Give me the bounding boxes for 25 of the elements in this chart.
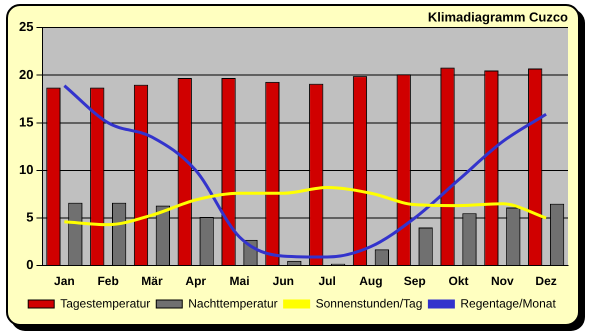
legend-label: Tagestemperatur: [60, 296, 150, 310]
x-tick-label: Mär: [141, 274, 163, 288]
x-tick-label: Jun: [272, 274, 294, 288]
legend-label: Sonnenstunden/Tag: [316, 296, 422, 310]
y-tick-label: 25: [18, 19, 34, 34]
y-tick-label: 0: [26, 257, 34, 272]
y-tick-label: 20: [18, 66, 34, 82]
x-tick-label: Dez: [535, 274, 557, 288]
x-tick-label: Okt: [448, 274, 469, 288]
x-tick-label: Jan: [54, 274, 75, 288]
y-tick-label: 10: [18, 162, 34, 177]
y-tick-label: 15: [18, 114, 34, 130]
y-tick-label: 5: [26, 210, 34, 225]
line-series: [62, 84, 548, 259]
legend-label: Nachttemperatur: [188, 296, 278, 310]
x-tick-label: Feb: [97, 274, 119, 288]
x-tick-label: Aug: [359, 274, 383, 288]
x-tick-label: Mai: [230, 274, 250, 288]
legend-label: Regentage/Monat: [460, 296, 556, 310]
chart-title: Klimadiagramm Cuzco: [428, 9, 568, 24]
line-series: [62, 186, 548, 226]
x-tick-label: Sep: [404, 274, 426, 288]
x-tick-label: Apr: [185, 274, 206, 288]
x-tick-label: Nov: [490, 274, 514, 288]
x-tick-label: Jul: [318, 274, 336, 288]
